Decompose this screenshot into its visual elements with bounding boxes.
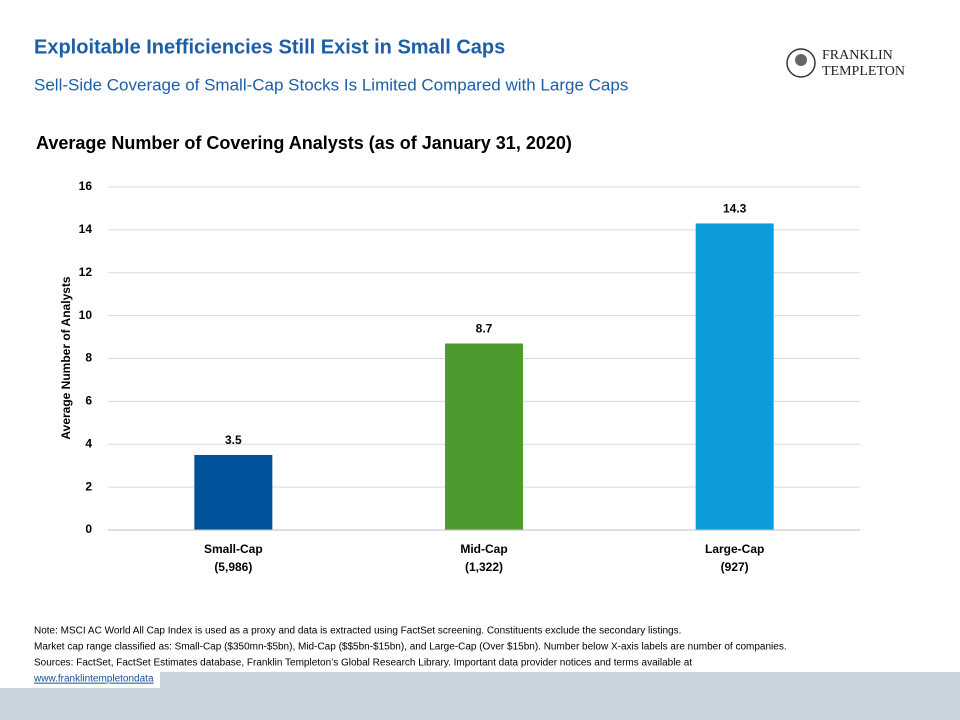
x-tick-label: Small-Cap [204,542,263,556]
link-backdrop [0,672,160,688]
chart-title: Average Number of Covering Analysts (as … [36,133,572,153]
bar [695,223,774,530]
y-tick-label: 14 [79,222,93,236]
y-tick-label: 16 [79,179,93,193]
logo-icon [786,48,816,78]
y-tick-label: 12 [79,265,93,279]
y-tick-label: 0 [85,522,92,536]
link[interactable]: www.franklintempletondata [33,674,154,685]
y-tick-label: 8 [85,351,92,365]
y-tick-label: 10 [79,308,93,322]
y-tick-label: 4 [85,436,92,450]
note: Note: MSCI AC World All Cap Index is use… [34,626,681,637]
data-label: 8.7 [476,322,493,336]
x-tick-label: Large-Cap [705,542,764,556]
note: Market cap range classified as: Small-Ca… [34,642,787,653]
bar [445,343,523,530]
note: Sources: FactSet, FactSet Estimates data… [34,658,692,669]
logo-text: FRANKLIN [822,48,893,63]
y-tick-label: 6 [85,394,92,408]
bar [194,454,273,530]
x-tick-sublabel: (1,322) [465,560,503,574]
slide-subtitle: Sell-Side Coverage of Small-Cap Stocks I… [34,75,628,94]
y-tick-label: 2 [85,479,92,493]
logo-icon-face [795,54,807,66]
data-label: 14.3 [723,202,747,216]
slide-title: Exploitable Inefficiencies Still Exist i… [34,36,505,58]
logo-text: TEMPLETON [822,64,905,79]
x-tick-sublabel: (5,986) [214,560,252,574]
x-tick-label: Mid-Cap [460,542,507,556]
data-label: 3.5 [225,433,242,447]
y-axis-label: Average Number of Analysts [59,276,73,439]
x-tick-sublabel: (927) [721,560,749,574]
